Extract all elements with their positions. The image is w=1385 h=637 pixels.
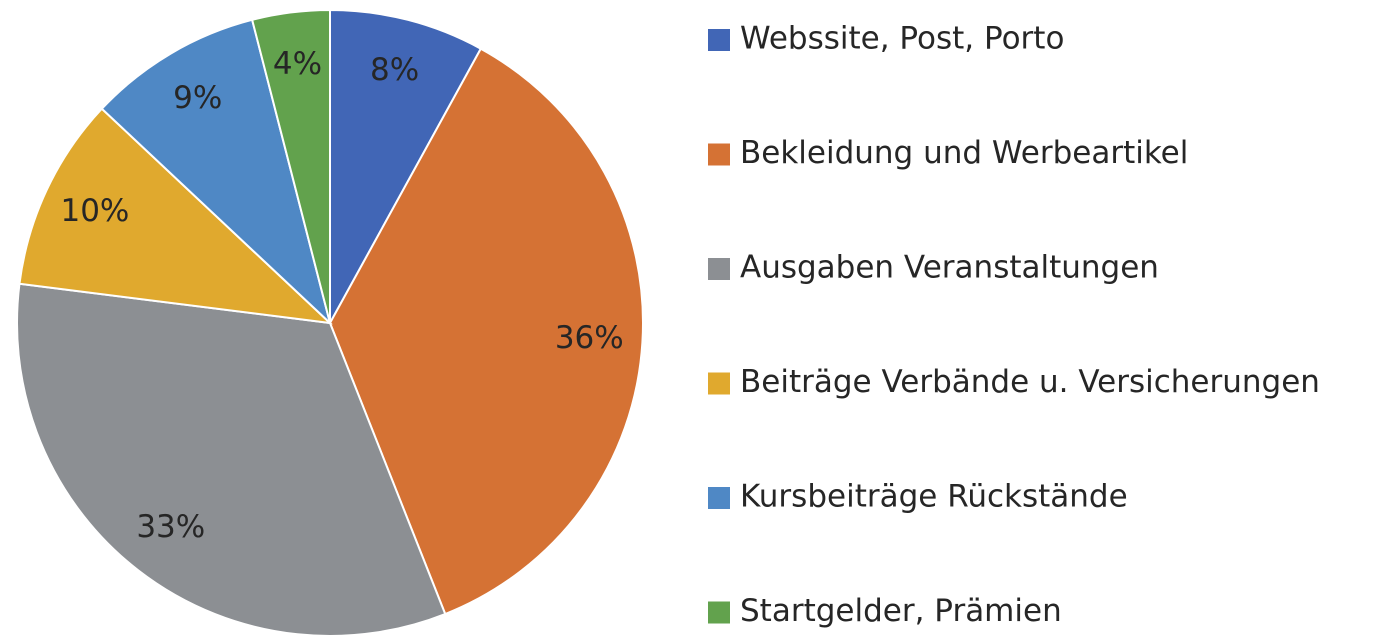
legend-label: Bekleidung und Werbeartikel [740, 135, 1188, 171]
pie-slice [16, 282, 447, 637]
legend-swatch [708, 372, 730, 395]
legend-label: Beiträge Verbände u. Versicherungen [740, 364, 1320, 400]
legend-swatch [708, 487, 730, 509]
pie-slice [329, 8, 483, 324]
legend-swatch [708, 143, 730, 166]
legend-label: Ausgaben Veranstaltungen [740, 250, 1159, 286]
data-label: 4% [273, 46, 322, 82]
data-label: 33% [136, 509, 205, 545]
legend-swatch [708, 601, 730, 624]
legend-swatch [708, 29, 730, 51]
data-label: 9% [173, 80, 222, 116]
pie-slice [100, 18, 332, 327]
pie-slice [328, 47, 644, 616]
legend-swatch [708, 258, 730, 280]
legend-label: Webssite, Post, Porto [740, 21, 1064, 57]
pie-slice [18, 107, 333, 325]
data-label: 8% [370, 52, 419, 88]
pie-slice [250, 8, 331, 324]
data-label: 36% [555, 320, 624, 356]
legend-label: Kursbeiträge Rückstände [740, 479, 1128, 515]
legend-label: Startgelder, Prämien [740, 593, 1062, 629]
data-label: 10% [60, 193, 129, 229]
